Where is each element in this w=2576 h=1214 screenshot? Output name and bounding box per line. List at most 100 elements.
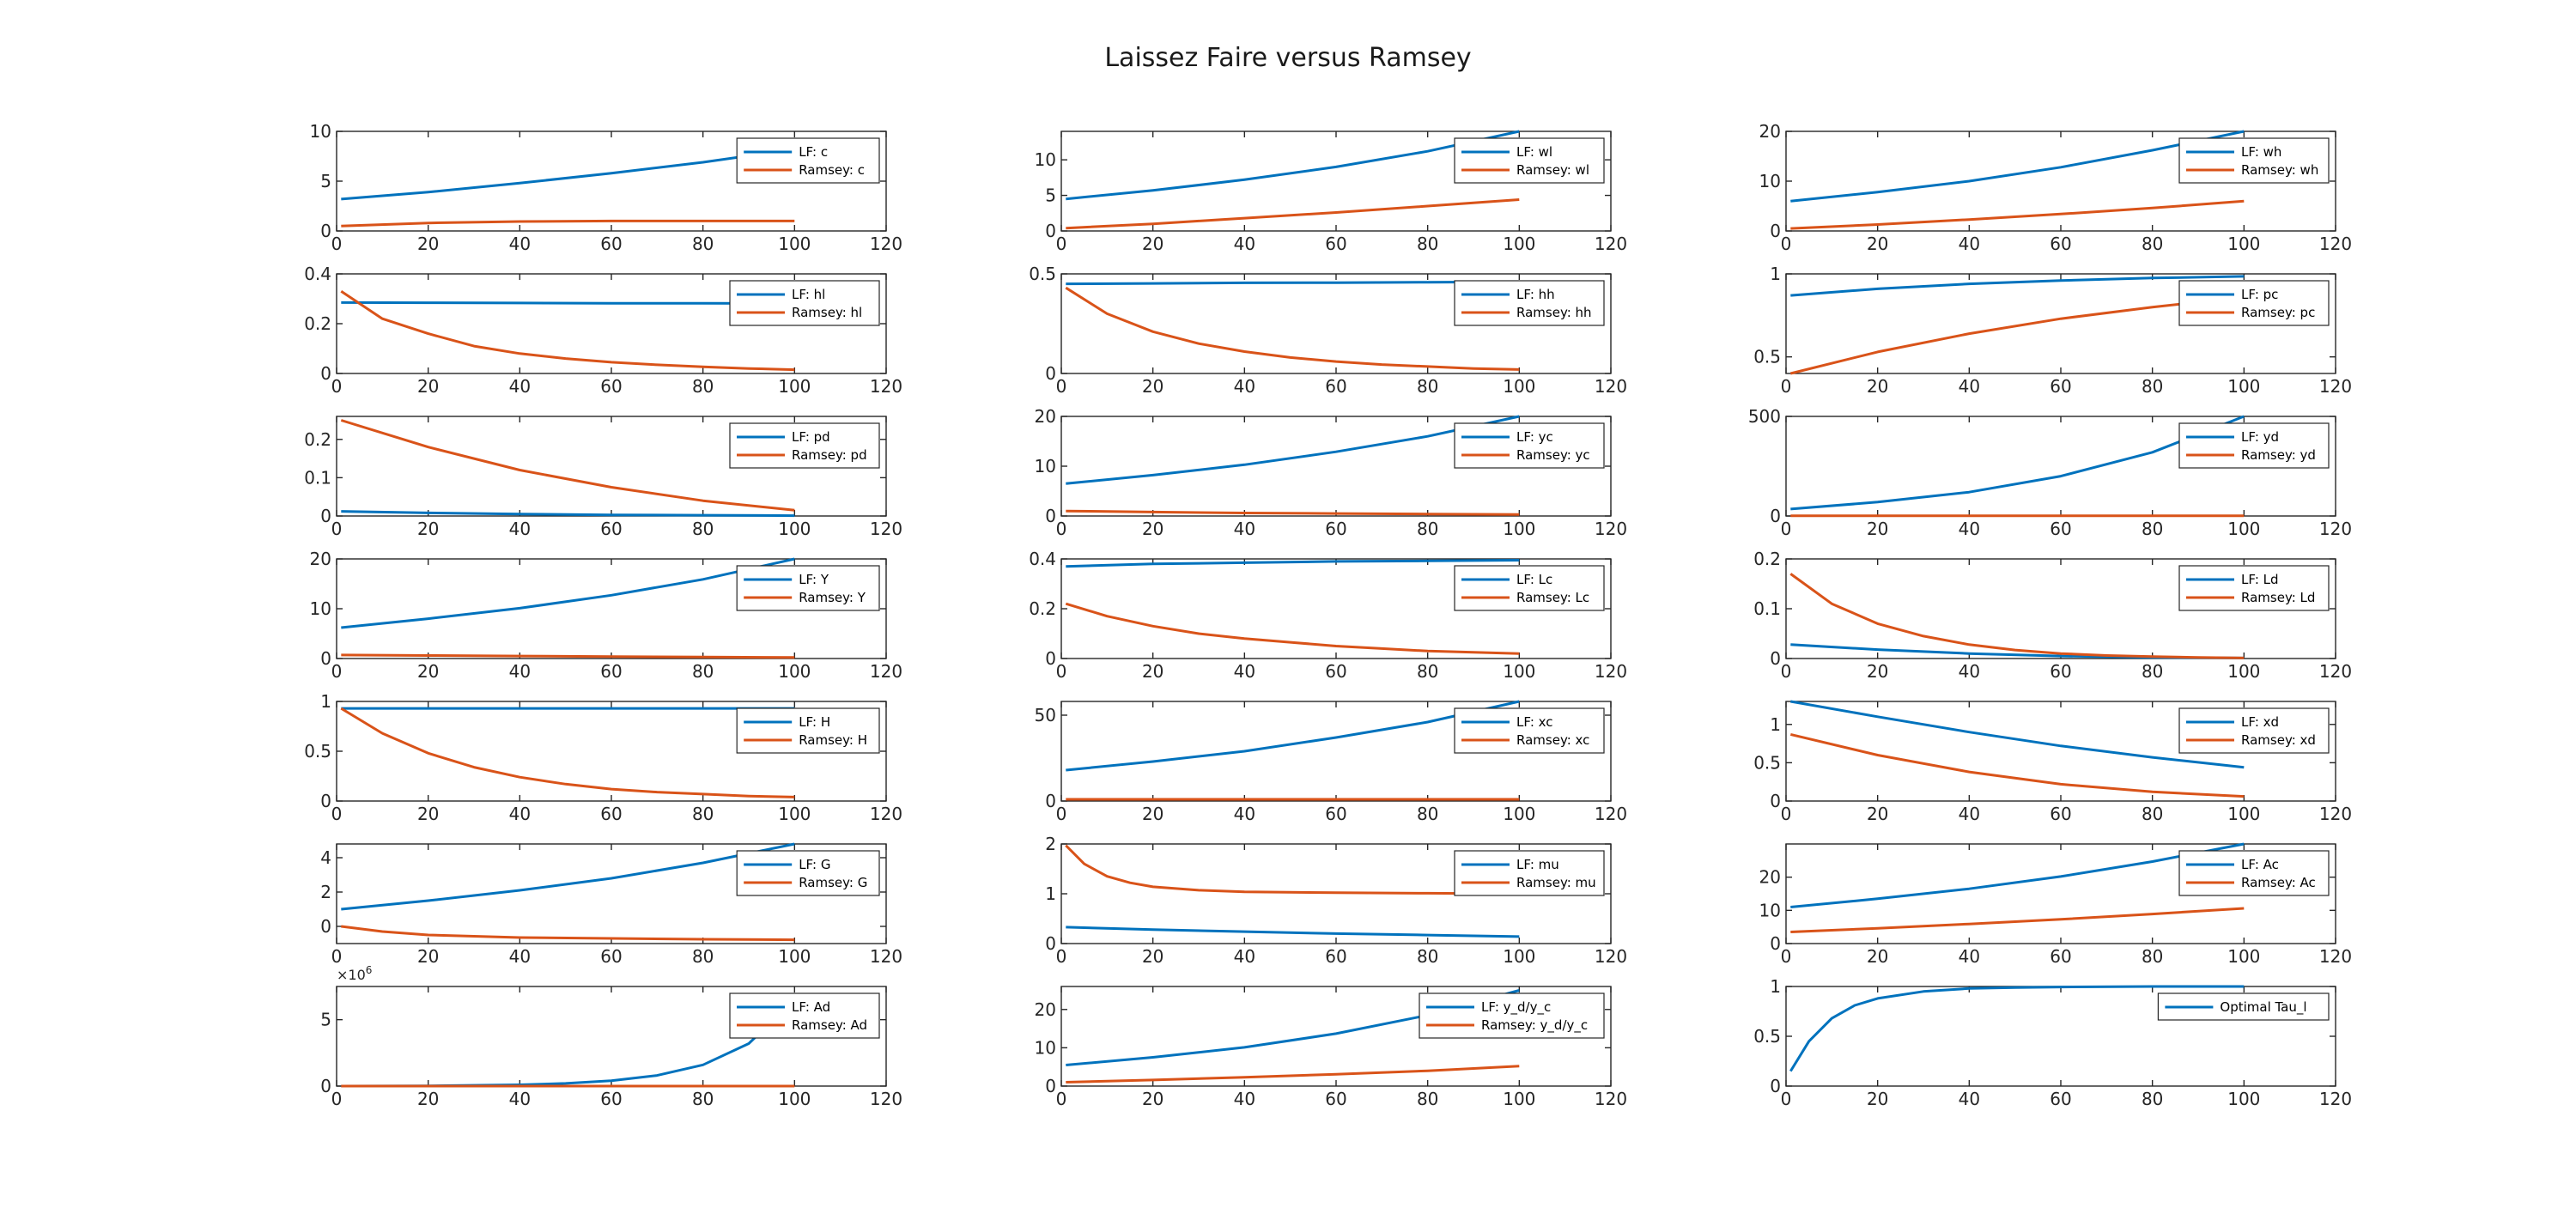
legend-entry: LF: wh	[2241, 144, 2281, 160]
x-tick-label: 120	[1595, 234, 1627, 254]
x-tick-label: 80	[692, 376, 714, 397]
x-tick-label: 100	[778, 661, 811, 682]
y-tick-label: 0	[1045, 506, 1056, 526]
legend: LF: Ad Ramsey: Ad	[729, 992, 880, 1039]
legend-box	[2178, 422, 2330, 469]
x-tick-label: 20	[1867, 946, 1888, 967]
x-tick-label: 60	[2050, 234, 2071, 254]
legend: LF: Y Ramsey: Y	[736, 565, 880, 611]
series-line-1	[341, 148, 795, 201]
x-tick-label: 80	[692, 1089, 714, 1109]
legend-entry: LF: mu	[1516, 857, 1559, 872]
series-line-1	[1066, 130, 1520, 201]
legend-entry: LF: Y	[799, 572, 829, 587]
y-tick-label: 20	[1035, 999, 1056, 1020]
x-tick-label: 120	[870, 661, 902, 682]
x-tick-label: 0	[331, 519, 343, 539]
legend-box	[1454, 422, 1605, 469]
x-tick-label: 40	[1234, 661, 1255, 682]
x-tick-label: 100	[2227, 946, 2260, 967]
legend: LF: G Ramsey: G	[736, 850, 880, 896]
x-tick-label: 60	[1325, 946, 1346, 967]
x-tick-label: 40	[509, 519, 531, 539]
y-tick-label: 1	[1770, 976, 1781, 997]
legend-box	[729, 422, 880, 469]
y-tick-label: 0.2	[1753, 549, 1781, 569]
series-line-2	[1065, 286, 1520, 371]
x-tick-label: 20	[1142, 661, 1163, 682]
x-tick-label: 120	[1595, 804, 1627, 824]
x-tick-label: 80	[1417, 946, 1438, 967]
x-tick-label: 20	[1867, 661, 1888, 682]
subplot-1: 0 20 40 60 80 100 120 0 5 10 LF: c Ramsey: c	[310, 121, 903, 254]
x-tick-label: 120	[2319, 661, 2352, 682]
legend-entry: Ramsey: Lc	[1516, 590, 1589, 605]
x-tick-label: 20	[1867, 1089, 1888, 1109]
x-tick-label: 120	[1595, 1089, 1627, 1109]
x-tick-label: 20	[417, 519, 439, 539]
y-tick-label: 5	[320, 171, 331, 191]
x-tick-label: 120	[870, 804, 902, 824]
series-line-2	[341, 219, 795, 228]
legend-entry: Ramsey: Ac	[2241, 875, 2316, 890]
legend-box	[736, 850, 880, 896]
legend: LF: c Ramsey: c	[736, 137, 880, 184]
x-tick-label: 60	[2050, 804, 2071, 824]
legend-entry: LF: Ld	[2241, 572, 2279, 587]
series-line-2	[1065, 844, 1520, 895]
x-tick-label: 100	[778, 804, 811, 824]
x-tick-label: 80	[2142, 804, 2163, 824]
x-tick-label: 80	[1417, 234, 1438, 254]
y-tick-label: 20	[310, 549, 331, 569]
subplot-19: 0 20 40 60 80 100 120 0 5 ×106 LF: Ad Ramsey: Ad	[320, 964, 902, 1109]
legend: LF: xc Ramsey: xc	[1454, 707, 1605, 754]
legend-entry: Ramsey: pd	[792, 447, 867, 463]
x-tick-label: 100	[2227, 1089, 2260, 1109]
series-line-1	[341, 842, 795, 911]
legend-entry: LF: Ad	[792, 999, 830, 1015]
x-tick-label: 80	[1417, 1089, 1438, 1109]
x-tick-label: 20	[1867, 376, 1888, 397]
legend: LF: xd Ramsey: xd	[2178, 707, 2330, 754]
series-line-1	[1790, 130, 2245, 203]
legend-entry: Ramsey: Ld	[2241, 590, 2315, 605]
x-tick-label: 60	[600, 234, 622, 254]
series-line-1	[341, 300, 795, 305]
legend-entry: LF: hl	[792, 287, 825, 302]
legend-entry: LF: pc	[2241, 287, 2278, 302]
y-tick-label: 20	[1759, 867, 1781, 888]
x-tick-label: 80	[2142, 519, 2163, 539]
legend: Optimal Tau_l	[2157, 992, 2330, 1021]
x-tick-label: 0	[1781, 1089, 1792, 1109]
y-tick-label: 0.2	[304, 429, 331, 450]
y-tick-label: 10	[310, 598, 331, 619]
y-tick-label: 0.5	[1753, 752, 1781, 773]
subplot-15: 0 20 40 60 80 100 120 0 0.5 1 LF: xd Ramsey: xd	[1753, 700, 2352, 824]
legend-box	[2178, 565, 2330, 611]
x-tick-label: 40	[509, 661, 531, 682]
x-tick-label: 40	[509, 234, 531, 254]
series-line-2	[341, 653, 795, 659]
legend-entry: LF: wl	[1516, 144, 1552, 160]
figure-title: Laissez Faire versus Ramsey	[1104, 43, 1472, 73]
y-tick-label: 0.1	[1753, 598, 1781, 619]
y-tick-label: 0	[1770, 933, 1781, 954]
x-tick-label: 40	[1959, 234, 1980, 254]
x-tick-label: 100	[778, 376, 811, 397]
y-tick-label: 0	[1770, 648, 1781, 669]
legend-entry: Ramsey: Ad	[792, 1017, 867, 1033]
x-tick-label: 20	[1142, 376, 1163, 397]
y-tick-label: 10	[1759, 171, 1781, 191]
legend-box	[1419, 992, 1605, 1039]
x-tick-label: 80	[1417, 376, 1438, 397]
x-tick-label: 100	[1503, 661, 1535, 682]
legend-entry: LF: xc	[1516, 714, 1553, 730]
x-tick-label: 60	[2050, 1089, 2071, 1109]
legend: LF: hl Ramsey: hl	[729, 280, 880, 326]
x-tick-label: 0	[331, 661, 343, 682]
x-tick-label: 20	[417, 804, 439, 824]
x-tick-label: 40	[1959, 946, 1980, 967]
legend-entry: Ramsey: yd	[2241, 447, 2316, 463]
y-tick-label: 0	[320, 1076, 331, 1096]
y-tick-label: 0.5	[1753, 347, 1781, 367]
